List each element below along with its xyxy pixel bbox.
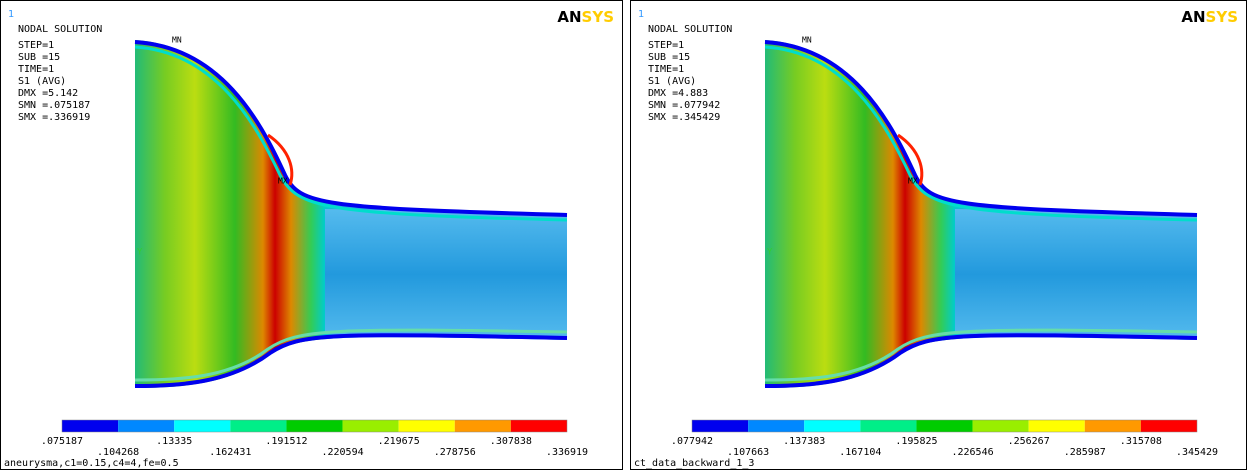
legend-swatch: [398, 420, 455, 432]
result-info: SMX =.345429: [648, 112, 720, 123]
window-number: 1: [638, 9, 644, 20]
min-label: MN: [802, 36, 812, 45]
result-info: SMN =.077942: [648, 100, 720, 111]
logo-part: SYS: [1206, 8, 1238, 26]
axis-label: Y: [767, 248, 773, 258]
legend-label: .075187: [41, 436, 83, 447]
vessel-rim-top: [134, 40, 568, 217]
legend-label: .315708: [1120, 436, 1162, 447]
result-info: SUB =15: [648, 52, 690, 63]
result-info: S1 (AVG): [648, 76, 696, 87]
legend-frame: [61, 419, 568, 433]
window-number: 1: [8, 9, 14, 20]
legend-label: .307838: [490, 436, 532, 447]
result-info: STEP=1: [18, 40, 54, 51]
result-info: S1 (AVG): [18, 76, 66, 87]
result-info: STEP=1: [648, 40, 684, 51]
vessel-rim-top-inner: [764, 45, 1198, 222]
result-info: DMX =4.883: [648, 88, 708, 99]
legend-swatch: [1084, 420, 1141, 432]
legend-swatch: [916, 420, 973, 432]
axis-label: Y: [137, 248, 143, 258]
result-title: NODAL SOLUTION: [18, 24, 102, 35]
min-label: MN: [172, 36, 182, 45]
legend-label: .13335: [156, 436, 192, 447]
vessel-rim-bottom: [764, 333, 1198, 388]
legend-label: .278756: [434, 447, 476, 458]
max-label: MX: [908, 177, 918, 186]
result-title: NODAL SOLUTION: [648, 24, 732, 35]
legend-label: .167104: [839, 447, 881, 458]
vessel-rim-bottom: [134, 333, 568, 388]
legend-label: .191512: [265, 436, 307, 447]
vessel-hotspot: [897, 133, 924, 186]
result-info: TIME=1: [648, 64, 684, 75]
vessel-rim-bottom-inner: [764, 328, 1198, 382]
legend-swatch: [454, 420, 511, 432]
legend-swatch: [342, 420, 399, 432]
legend-label: .336919: [546, 447, 588, 458]
vessel-hotspot: [267, 133, 294, 186]
legend-label: .345429: [1176, 447, 1218, 458]
legend-label: .137383: [783, 436, 825, 447]
legend-swatch: [62, 420, 119, 432]
legend-swatch: [286, 420, 343, 432]
legend-label: .162431: [209, 447, 251, 458]
result-info: SMN =.075187: [18, 100, 90, 111]
vessel-rim-bottom-inner: [134, 328, 568, 382]
result-info: TIME=1: [18, 64, 54, 75]
legend-swatch: [174, 420, 231, 432]
legend-label: .226546: [951, 447, 993, 458]
vessel-rim-top: [764, 40, 1198, 217]
vessel-rim-top-inner: [134, 45, 568, 222]
logo: ANSYS: [1181, 8, 1238, 26]
legend-label: .107663: [727, 447, 769, 458]
legend-swatch: [510, 420, 567, 432]
legend-swatch: [118, 420, 175, 432]
legend-swatch: [1140, 420, 1197, 432]
logo-part: AN: [557, 8, 581, 26]
legend-swatch: [692, 420, 749, 432]
legend-frame: [691, 419, 1198, 433]
logo-part: AN: [1181, 8, 1205, 26]
legend-label: .256267: [1008, 436, 1050, 447]
legend-label: .219675: [378, 436, 420, 447]
legend-swatch: [972, 420, 1029, 432]
result-info: SMX =.336919: [18, 112, 90, 123]
vessel-tube: [325, 209, 567, 340]
legend-swatch: [804, 420, 861, 432]
legend-label: .220594: [321, 447, 363, 458]
footer: aneurysma,c1=0.15,c4=4,fe=0.5: [4, 458, 179, 469]
logo-part: SYS: [582, 8, 614, 26]
result-info: DMX =5.142: [18, 88, 78, 99]
legend-swatch: [1028, 420, 1085, 432]
footer: ct_data_backward_1_3: [634, 458, 754, 469]
max-label: MX: [278, 177, 288, 186]
result-info: SUB =15: [18, 52, 60, 63]
legend-label: .077942: [671, 436, 713, 447]
legend-label: .285987: [1064, 447, 1106, 458]
legend-swatch: [860, 420, 917, 432]
logo: ANSYS: [557, 8, 614, 26]
legend-label: .195825: [895, 436, 937, 447]
legend-label: .104268: [97, 447, 139, 458]
legend-swatch: [748, 420, 805, 432]
vessel-tube: [955, 209, 1197, 340]
legend-swatch: [230, 420, 287, 432]
